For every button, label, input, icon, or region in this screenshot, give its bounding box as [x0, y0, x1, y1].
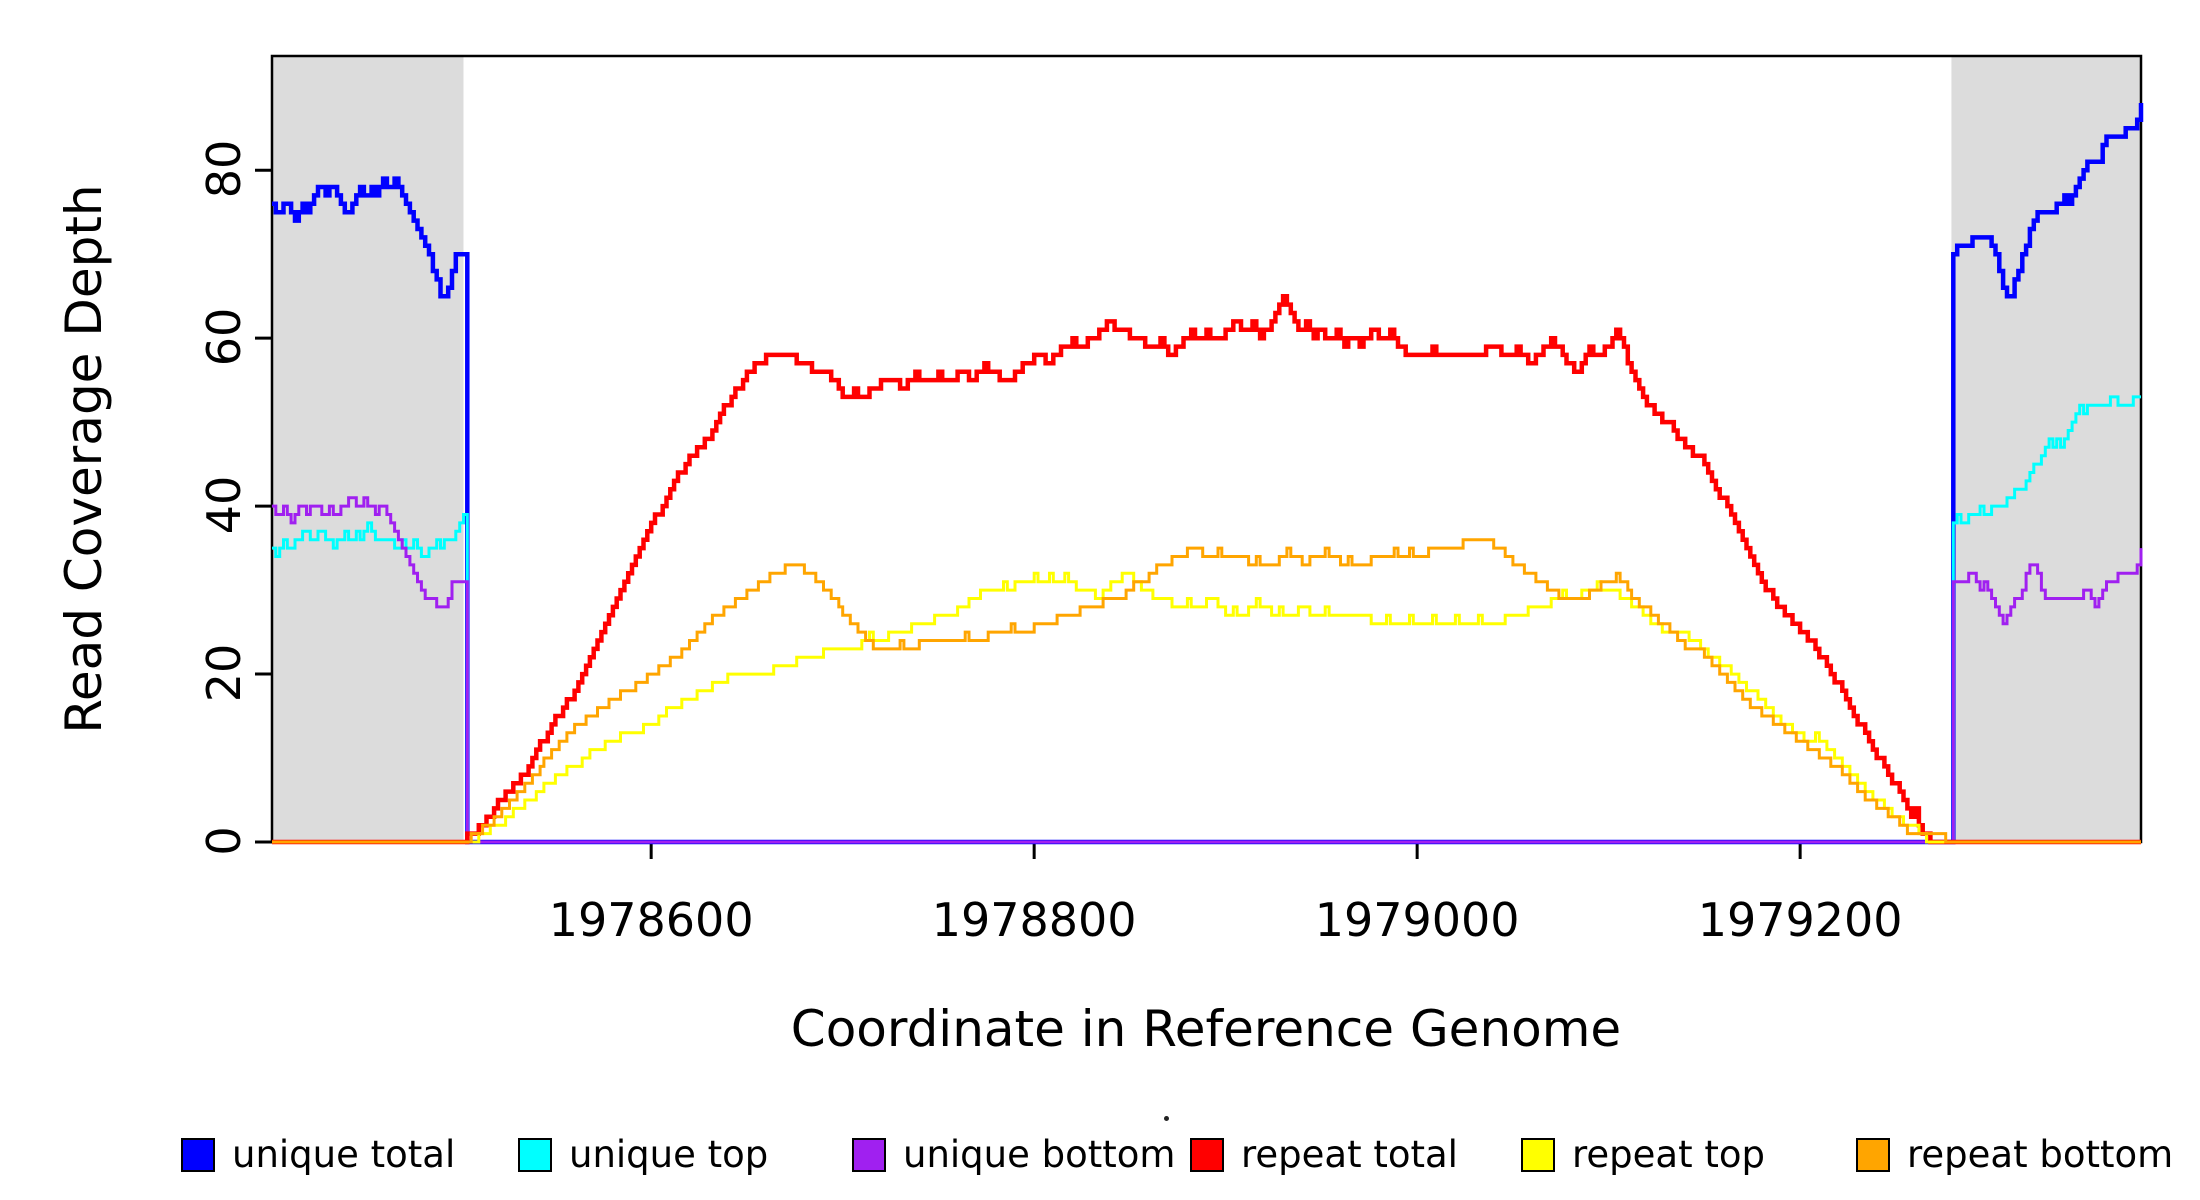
series-repeat-top: [272, 571, 2141, 844]
legend-label: unique bottom: [903, 1133, 1176, 1176]
y-tick-label: 40: [197, 475, 251, 535]
y-tick-label: 0: [197, 826, 251, 856]
legend-item-repeat-top: repeat top: [1521, 1133, 1765, 1176]
legend-swatch-repeat-top: [1521, 1137, 1555, 1172]
x-axis-title: Coordinate in Reference Genome: [790, 1000, 1622, 1058]
legend-swatch-unique-bottom: [852, 1137, 886, 1172]
legend-label: repeat total: [1241, 1133, 1458, 1176]
legend-swatch-unique-total: [181, 1137, 215, 1172]
y-tick-label: 80: [197, 139, 251, 199]
y-tick-label: 60: [197, 307, 251, 367]
legend-label: repeat bottom: [1907, 1133, 2174, 1176]
y-axis-title: Read Coverage Depth: [55, 184, 113, 734]
legend-label: unique top: [569, 1133, 769, 1176]
series-unique-bottom: [272, 496, 2143, 844]
legend-swatch-repeat-bottom: [1856, 1137, 1890, 1172]
legend-item-repeat-bottom: repeat bottom: [1856, 1133, 2173, 1176]
legend-label: unique total: [232, 1133, 456, 1176]
stray-dot: [1164, 1116, 1169, 1121]
x-tick-label: 1979200: [1697, 893, 1903, 947]
legend-item-unique-bottom: unique bottom: [852, 1133, 1175, 1176]
legend-swatch-unique-top: [518, 1137, 552, 1172]
legend-item-repeat-total: repeat total: [1190, 1133, 1458, 1176]
shaded-region: [272, 56, 464, 842]
legend-item-unique-top: unique top: [518, 1133, 768, 1176]
series-repeat-total: [272, 293, 2141, 845]
legend-item-unique-total: unique total: [181, 1133, 455, 1176]
series-unique-top: [272, 395, 2141, 844]
legend-label: repeat top: [1572, 1133, 1765, 1176]
x-tick-label: 1978800: [931, 893, 1137, 947]
series-repeat-bottom: [272, 538, 2141, 844]
x-tick-label: 1978600: [548, 893, 754, 947]
x-tick-label: 1979000: [1314, 893, 1520, 947]
legend-swatch-repeat-total: [1190, 1137, 1224, 1172]
y-tick-label: 20: [197, 643, 251, 703]
